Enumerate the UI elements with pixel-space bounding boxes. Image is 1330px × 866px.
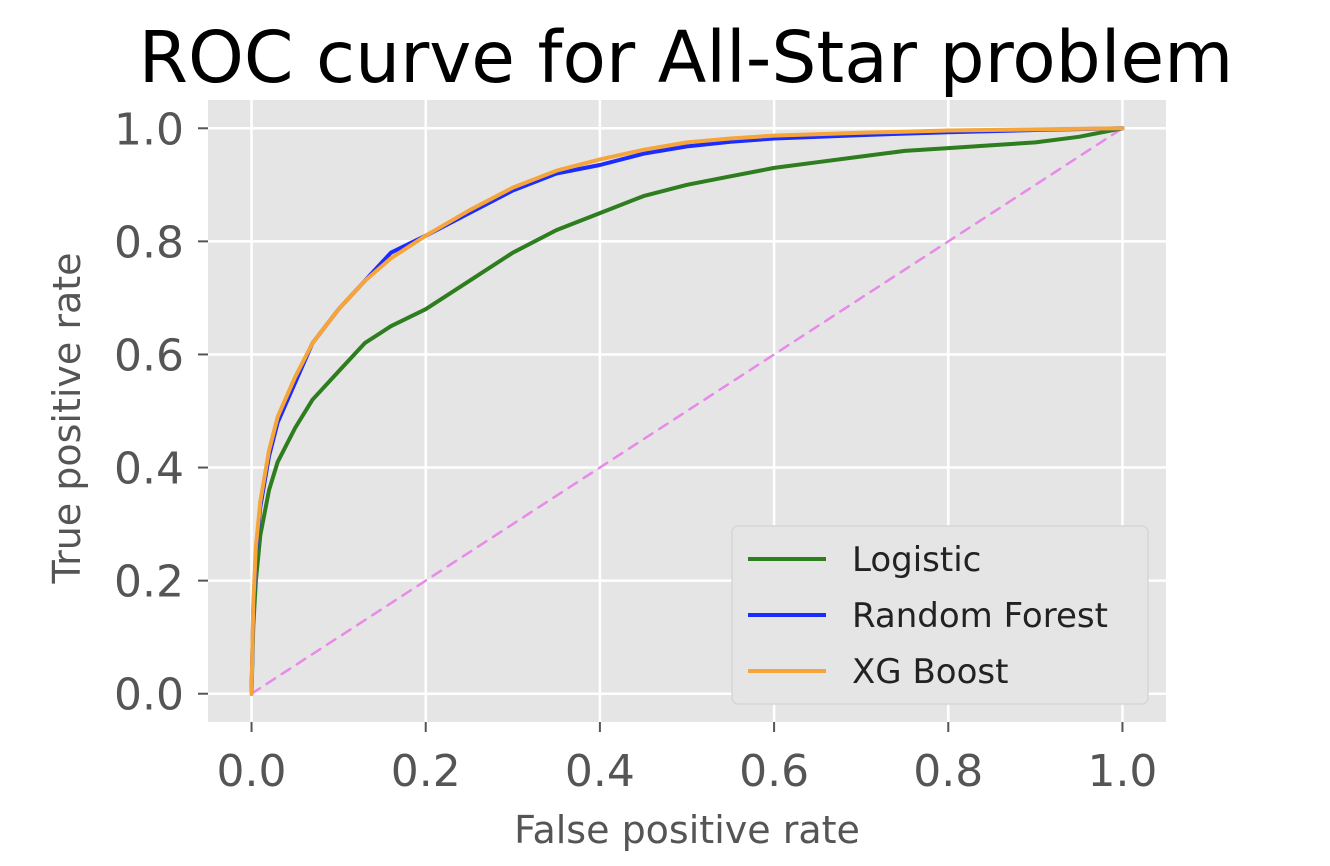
legend-label: Random Forest [852,596,1108,636]
y-tick-label: 0.8 [114,217,184,268]
y-tick-label: 0.2 [114,557,184,608]
y-tick-label: 0.0 [114,670,184,721]
x-tick-label: 0.4 [565,746,635,797]
series-lines [249,126,1125,696]
y-tick-label: 0.4 [114,444,184,495]
grid-lines [208,100,1166,722]
axis-ticks: 0.0 0.2 0.4 0.6 0.8 1.0 0.0 0.2 0.4 0.6 0.8 1.0 [114,104,1157,797]
legend-label: XG Boost [852,652,1008,692]
x-tick-label: 0.2 [391,746,461,797]
series-line-logistic [249,126,1125,696]
legend-label: Logistic [852,540,981,580]
legend-box [731,525,1149,705]
x-tick-label: 1.0 [1087,746,1157,797]
x-axis-label: False positive rate [514,808,860,852]
y-axis-label: True positive rate [45,252,89,584]
x-tick-label: 0.8 [913,746,983,797]
y-tick-label: 1.0 [114,104,184,155]
x-tick-label: 0.6 [739,746,809,797]
diagonal-reference-line [250,127,1124,695]
y-tick-label: 0.6 [114,330,184,381]
series-line-xg-boost [249,126,1125,696]
x-tick-label: 0.0 [217,746,287,797]
chart-title: ROC curve for All-Star problem [139,16,1234,99]
legend: Logistic Random Forest XG Boost [731,525,1149,705]
